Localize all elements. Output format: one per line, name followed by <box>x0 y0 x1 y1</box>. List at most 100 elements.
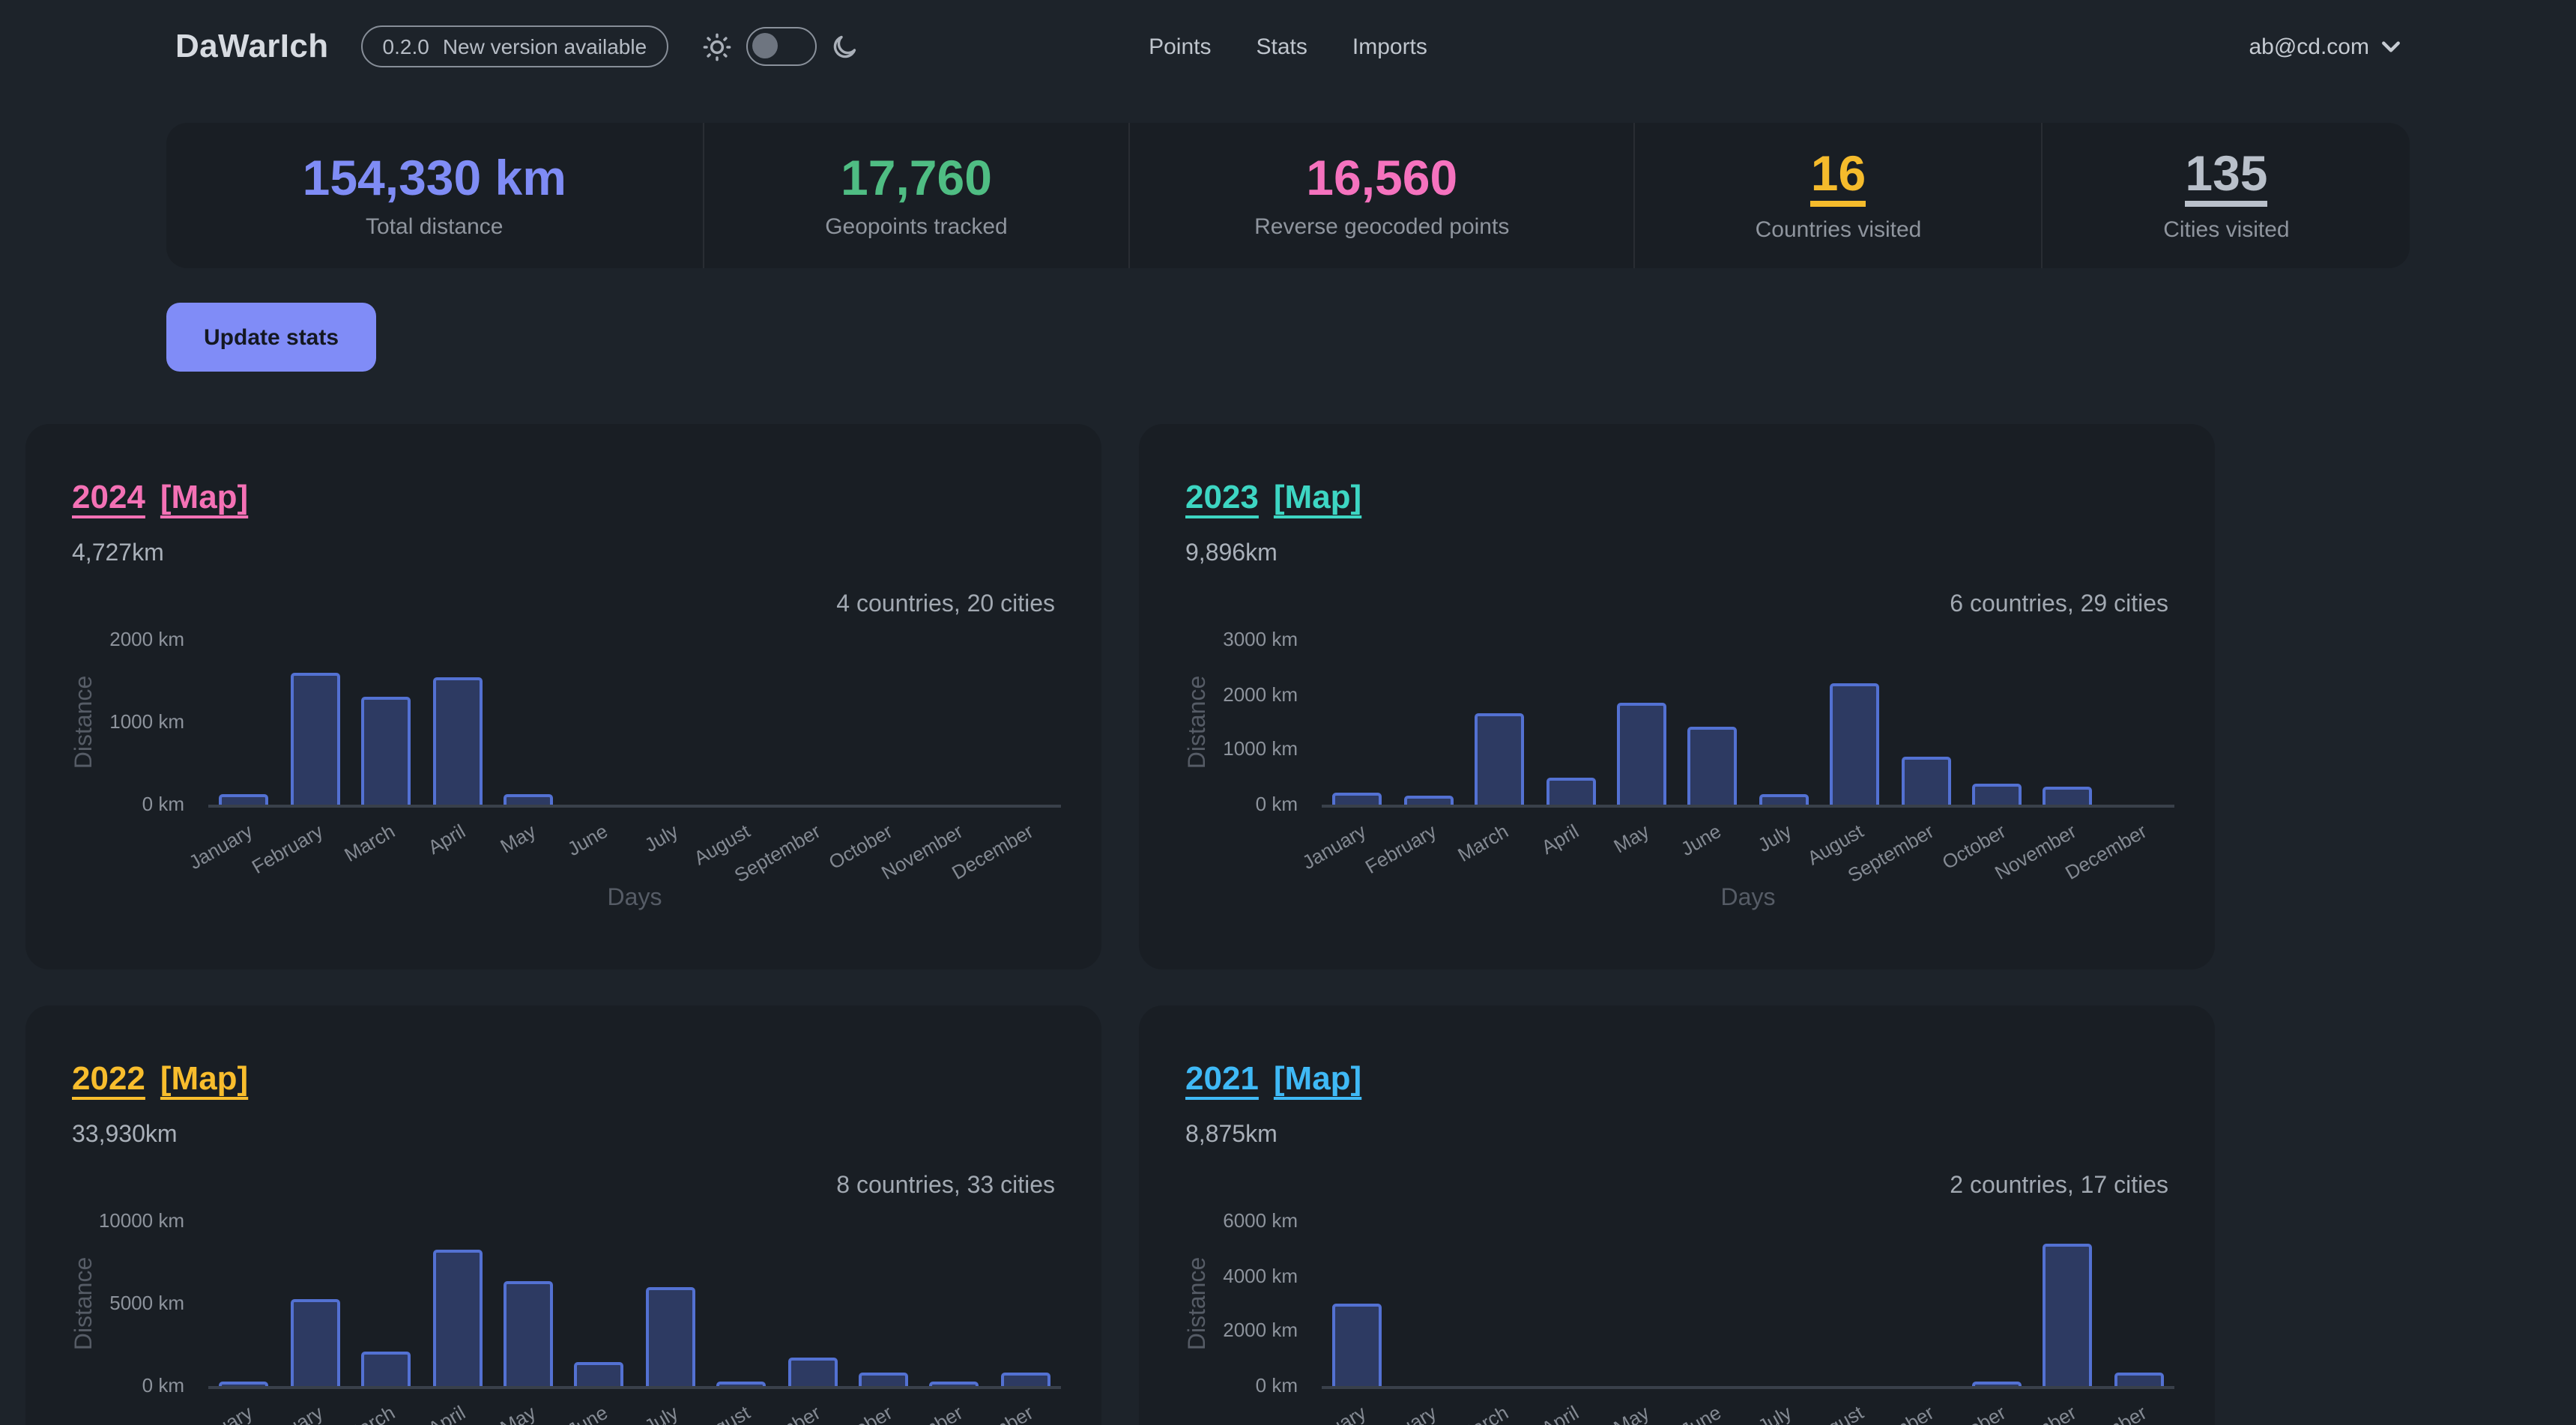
year-total-distance: 33,930km <box>72 1122 178 1148</box>
year-link[interactable]: 2021 <box>1185 1059 1259 1097</box>
map-link[interactable]: [Map] <box>160 478 249 515</box>
chart-bar <box>1332 1304 1382 1386</box>
stat-label: Geopoints tracked <box>825 214 1008 239</box>
chart-bar <box>645 1287 695 1386</box>
map-link[interactable]: [Map] <box>1273 478 1362 515</box>
chart-bar <box>1616 703 1666 805</box>
chart-bar <box>574 1362 624 1386</box>
stat-value: 16,560 <box>1306 149 1458 205</box>
stat-cities-visited: 135 Cities visited <box>2041 123 2410 268</box>
chart-bar <box>503 1281 553 1386</box>
stats-bar: 154,330 km Total distance 17,760 Geopoin… <box>166 123 2410 268</box>
y-tick-label: 2000 km <box>1223 683 1298 706</box>
month-label: September <box>1843 820 1938 887</box>
year-link[interactable]: 2022 <box>72 1059 145 1097</box>
year-title-row: 2022 [Map] <box>72 1059 1055 1098</box>
nav-link-stats[interactable]: Stats <box>1256 34 1307 59</box>
chart-bar <box>929 1382 979 1386</box>
stat-cities-link[interactable]: 135 <box>2185 148 2268 207</box>
year-summary: 2 countries, 17 cities <box>1950 1173 2168 1199</box>
year-title-row: 2021 [Map] <box>1185 1059 2168 1098</box>
stat-countries-visited: 16 Countries visited <box>1633 123 2042 268</box>
theme-toggle-group <box>701 27 858 66</box>
chart-bar <box>1901 757 1950 805</box>
y-tick-label: 4000 km <box>1223 1264 1298 1287</box>
chart-bar <box>503 794 553 805</box>
year-total-distance: 9,896km <box>1185 541 1278 566</box>
month-label: January <box>1235 1401 1369 1425</box>
year-card: 2023 [Map] 9,896km 6 countries, 29 citie… <box>1139 424 2215 969</box>
chart-bar <box>1972 784 2022 805</box>
map-link[interactable]: [Map] <box>1273 1059 1362 1097</box>
page-content: 154,330 km Total distance 17,760 Geopoin… <box>0 123 2576 372</box>
y-tick-label: 0 km <box>142 1374 184 1397</box>
theme-toggle-knob <box>752 33 778 58</box>
stat-countries-link[interactable]: 16 <box>1810 148 1866 207</box>
chart-bar <box>219 1382 269 1386</box>
chart-bar <box>1546 778 1595 805</box>
chart-bar <box>1687 727 1738 805</box>
theme-toggle[interactable] <box>746 27 817 66</box>
year-card-head: 2024 [Map] 4,727km 4 countries, 20 citie… <box>25 424 1101 619</box>
distance-chart: Distance 0 km 1000 km 2000 km January Februar… <box>25 424 1101 969</box>
chart-bar <box>290 1299 340 1386</box>
map-link[interactable]: [Map] <box>160 1059 249 1097</box>
year-summary: 4 countries, 20 cities <box>836 592 1055 617</box>
nav-link-points[interactable]: Points <box>1149 34 1212 59</box>
month-label: February <box>1361 820 1441 879</box>
year-card-head: 2023 [Map] 9,896km 6 countries, 29 citie… <box>1139 424 2215 619</box>
year-link[interactable]: 2024 <box>72 478 145 515</box>
year-title-row: 2023 [Map] <box>1185 478 2168 517</box>
chart-bar <box>859 1373 908 1386</box>
month-label: September <box>730 820 824 887</box>
year-total-distance: 8,875km <box>1185 1122 1278 1148</box>
chart-bar <box>290 673 340 805</box>
update-stats-button[interactable]: Update stats <box>166 303 377 372</box>
stat-geopoints-tracked: 17,760 Geopoints tracked <box>702 123 1129 268</box>
stat-label: Countries visited <box>1755 217 1922 243</box>
chart-bar <box>716 1382 767 1386</box>
version-badge[interactable]: 0.2.0 New version available <box>361 25 668 67</box>
chart-bar <box>2114 1373 2164 1386</box>
header-left: DaWarIch 0.2.0 New version available <box>175 25 858 67</box>
year-title-row: 2024 [Map] <box>72 478 1055 517</box>
nav-link-imports[interactable]: Imports <box>1352 34 1427 59</box>
year-card-head: 2022 [Map] 33,930km 8 countries, 33 citi… <box>25 1005 1101 1200</box>
main-nav: Points Stats Imports <box>1149 34 1427 59</box>
y-tick-label: 1000 km <box>109 710 184 733</box>
year-link[interactable]: 2023 <box>1185 478 1259 515</box>
month-label: December <box>948 820 1038 884</box>
x-axis-title: Days <box>1720 886 1776 911</box>
year-cards-grid: 2024 [Map] 4,727km 4 countries, 20 citie… <box>25 424 2551 1425</box>
chart-bar <box>219 794 269 805</box>
app-logo: DaWarIch <box>175 27 329 64</box>
month-label: February <box>248 820 327 879</box>
chart-bar <box>1475 713 1524 805</box>
year-summary: 8 countries, 33 cities <box>836 1173 1055 1199</box>
chart-bar <box>1759 794 1809 805</box>
user-menu[interactable]: ab@cd.com <box>2249 34 2401 59</box>
chart-bar <box>2043 1244 2093 1386</box>
y-tick-label: 3000 km <box>1223 628 1298 650</box>
axis-baseline <box>1322 805 2174 807</box>
chart-bar <box>361 1352 411 1386</box>
month-label: January <box>121 1401 256 1425</box>
version-message: New version available <box>442 34 647 58</box>
year-total-distance: 4,727km <box>72 541 164 566</box>
axis-baseline <box>208 805 1061 807</box>
month-label: December <box>2061 820 2151 884</box>
stat-label: Cities visited <box>2163 217 2290 243</box>
distance-chart: Distance 0 km 1000 km 2000 km 3000 km January… <box>1139 424 2215 969</box>
year-card: 2022 [Map] 33,930km 8 countries, 33 citi… <box>25 1005 1101 1425</box>
axis-baseline <box>208 1386 1061 1388</box>
year-card: 2024 [Map] 4,727km 4 countries, 20 citie… <box>25 424 1101 969</box>
stat-value: 154,330 km <box>302 149 566 205</box>
chart-bar <box>1332 793 1382 805</box>
chart-bar <box>1000 1373 1050 1386</box>
y-tick-label: 2000 km <box>1223 1319 1298 1342</box>
moon-icon <box>829 32 858 61</box>
chart-bar <box>432 677 482 805</box>
y-tick-label: 6000 km <box>1223 1209 1298 1232</box>
